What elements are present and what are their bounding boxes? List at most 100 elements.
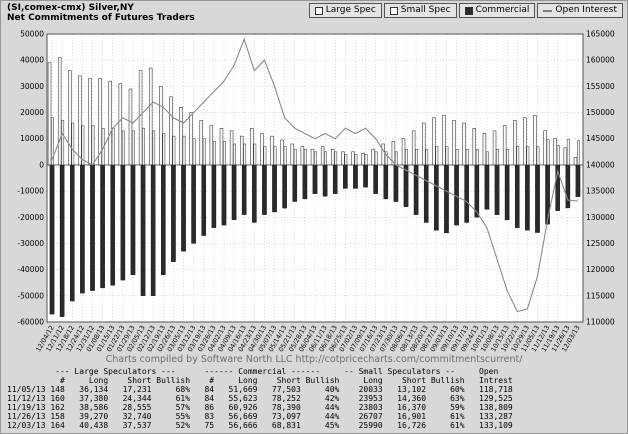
- open-interest-swatch-icon: [543, 9, 553, 12]
- bar-large-spec: [573, 157, 578, 166]
- left-axis-label: -20000: [17, 213, 44, 222]
- bar-commercial: [160, 164, 166, 276]
- bar-commercial: [494, 164, 500, 215]
- bar-large-spec: [159, 86, 163, 166]
- bar-large-spec: [179, 107, 183, 166]
- bar-large-spec: [68, 70, 72, 166]
- bar-large-spec: [563, 147, 568, 166]
- bar-large-spec: [148, 67, 153, 166]
- bar-commercial: [49, 164, 55, 315]
- chart-titles: (SI,comex-cmx) Silver,NY Net Commitments…: [7, 3, 195, 23]
- bar-small-spec: [425, 148, 429, 166]
- bar-commercial: [383, 164, 389, 200]
- bar-small-spec: [263, 146, 267, 166]
- left-axis-label: 30000: [20, 82, 44, 91]
- bar-large-spec: [300, 146, 305, 166]
- bar-large-spec: [270, 135, 274, 166]
- bar-large-spec: [361, 152, 365, 166]
- bar-large-spec: [331, 148, 335, 166]
- bar-small-spec: [405, 148, 408, 166]
- bar-small-spec: [324, 151, 328, 166]
- right-axis-label: 150000: [586, 108, 615, 117]
- bar-commercial: [262, 164, 267, 215]
- bar-small-spec: [61, 120, 65, 166]
- bar-large-spec: [98, 78, 102, 166]
- bar-small-spec: [192, 138, 196, 166]
- bar-small-spec: [152, 130, 156, 166]
- bar-commercial: [363, 164, 368, 188]
- bar-commercial: [423, 164, 429, 223]
- left-axis-label: 10000: [20, 134, 44, 143]
- bar-large-spec: [88, 78, 92, 166]
- bar-commercial: [343, 164, 348, 189]
- bar-small-spec: [465, 148, 469, 166]
- right-axis-label: 140000: [586, 160, 615, 169]
- right-axis-label: 130000: [586, 213, 615, 222]
- bar-small-spec: [486, 151, 489, 166]
- bar-small-spec: [546, 139, 550, 166]
- bar-large-spec: [492, 130, 497, 166]
- bar-commercial: [252, 164, 257, 223]
- bar-large-spec: [442, 114, 446, 166]
- bar-small-spec: [81, 125, 85, 166]
- bar-commercial: [464, 164, 469, 223]
- chart-subtitle: Net Commitments of Futures Traders: [7, 13, 195, 23]
- bar-large-spec: [523, 117, 527, 166]
- legend-item-small-spec: Small Spec: [383, 3, 457, 18]
- bar-small-spec: [91, 125, 95, 166]
- bar-large-spec: [401, 138, 406, 166]
- bar-commercial: [535, 164, 540, 233]
- credit-line: Charts compiled by Software North LLC ht…: [105, 354, 523, 365]
- bar-commercial: [110, 164, 116, 286]
- bar-large-spec: [432, 117, 436, 166]
- bar-small-spec: [162, 133, 166, 166]
- bar-small-spec: [506, 148, 510, 166]
- bar-large-spec: [128, 88, 133, 166]
- bar-large-spec: [482, 133, 487, 166]
- bar-small-spec: [51, 117, 54, 166]
- left-axis-label: -10000: [17, 187, 44, 196]
- small-spec-swatch-icon: [389, 6, 398, 15]
- bar-small-spec: [111, 128, 115, 166]
- bar-large-spec: [422, 122, 426, 166]
- bar-small-spec: [526, 146, 530, 166]
- bar-small-spec: [415, 148, 419, 166]
- bar-large-spec: [229, 130, 234, 166]
- bar-large-spec: [351, 151, 355, 166]
- bar-large-spec: [138, 70, 143, 166]
- bar-commercial: [181, 164, 186, 252]
- bar-small-spec: [303, 148, 307, 166]
- bar-large-spec: [462, 122, 466, 166]
- bar-commercial: [444, 164, 449, 234]
- bar-commercial: [221, 164, 227, 226]
- chart-symbol-title: (SI,comex-cmx) Silver,NY: [7, 3, 134, 13]
- left-axis-label: -60000: [17, 318, 44, 327]
- bar-large-spec: [199, 120, 203, 166]
- legend-label-small-spec: Small Spec: [400, 5, 451, 15]
- bar-large-spec: [502, 125, 507, 166]
- bar-large-spec: [260, 133, 264, 166]
- bar-small-spec: [435, 146, 439, 166]
- bar-large-spec: [280, 139, 284, 166]
- bar-large-spec: [391, 141, 396, 166]
- bar-large-spec: [189, 112, 193, 166]
- bar-large-spec: [371, 148, 375, 166]
- bar-small-spec: [253, 143, 257, 166]
- bar-large-spec: [108, 80, 112, 166]
- bar-small-spec: [334, 151, 338, 166]
- cot-bar-chart: 50000 40000 30000 20000 10000 0 -10000 -20000 -3…: [17, 30, 615, 354]
- bar-large-spec: [553, 138, 557, 166]
- bar-commercial: [504, 164, 510, 221]
- bar-small-spec: [394, 151, 398, 166]
- bar-commercial: [474, 164, 480, 218]
- bar-large-spec: [240, 135, 244, 166]
- bar-commercial: [322, 164, 328, 197]
- bar-large-spec: [118, 83, 123, 166]
- bar-small-spec: [212, 141, 216, 166]
- bar-commercial: [100, 164, 105, 289]
- bar-commercial: [484, 164, 490, 210]
- cot-data-table: --- Large Speculators --- ------ Commerc…: [7, 367, 513, 430]
- chart-header: (SI,comex-cmx) Silver,NY Net Commitments…: [7, 3, 623, 23]
- legend-item-commercial: Commercial: [458, 3, 536, 18]
